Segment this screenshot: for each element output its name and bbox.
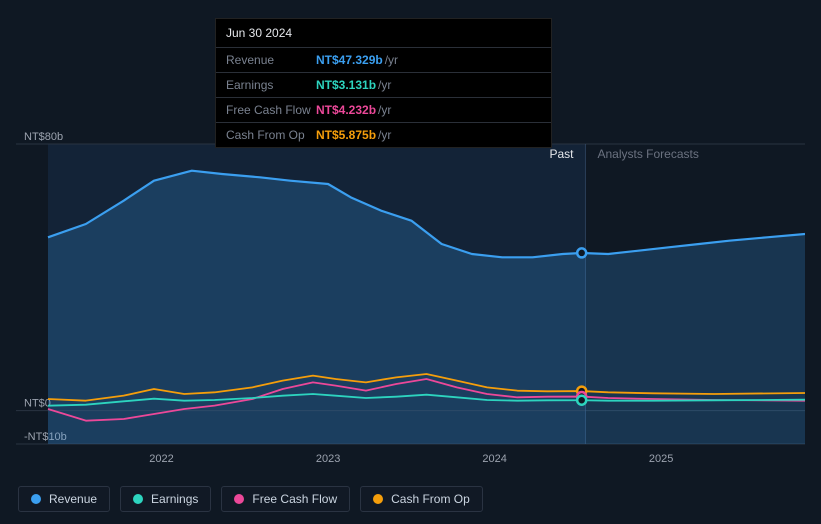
tooltip-value: NT$5.875b: [316, 128, 376, 142]
tooltip-row-cfo: Cash From Op NT$5.875b /yr: [216, 123, 551, 147]
legend-earnings[interactable]: Earnings: [120, 486, 211, 512]
svg-text:2025: 2025: [649, 453, 673, 465]
tooltip-label: Free Cash Flow: [226, 103, 316, 117]
tooltip-unit: /yr: [385, 53, 398, 67]
tooltip-unit: /yr: [378, 103, 391, 117]
svg-text:NT$0: NT$0: [24, 398, 51, 410]
svg-text:2022: 2022: [149, 453, 173, 465]
legend-dot-icon: [373, 494, 383, 504]
chart-svg: NT$80bNT$0-NT$10bPastAnalysts Forecasts2…: [16, 120, 805, 470]
tooltip-row-fcf: Free Cash Flow NT$4.232b /yr: [216, 98, 551, 123]
legend-label: Cash From Op: [391, 492, 470, 506]
svg-text:Past: Past: [549, 147, 574, 161]
tooltip-value: NT$4.232b: [316, 103, 376, 117]
tooltip-row-earnings: Earnings NT$3.131b /yr: [216, 73, 551, 98]
chart-legend: Revenue Earnings Free Cash Flow Cash Fro…: [18, 486, 483, 512]
legend-dot-icon: [234, 494, 244, 504]
legend-fcf[interactable]: Free Cash Flow: [221, 486, 350, 512]
tooltip-value: NT$47.329b: [316, 53, 383, 67]
svg-text:NT$80b: NT$80b: [24, 131, 63, 143]
financials-chart[interactable]: NT$80bNT$0-NT$10bPastAnalysts Forecasts2…: [16, 120, 805, 470]
chart-tooltip: Jun 30 2024 Revenue NT$47.329b /yr Earni…: [215, 18, 552, 148]
legend-label: Free Cash Flow: [252, 492, 337, 506]
legend-dot-icon: [31, 494, 41, 504]
legend-label: Earnings: [151, 492, 198, 506]
legend-revenue[interactable]: Revenue: [18, 486, 110, 512]
tooltip-date: Jun 30 2024: [216, 19, 551, 48]
svg-text:2023: 2023: [316, 453, 340, 465]
tooltip-unit: /yr: [378, 128, 391, 142]
tooltip-label: Earnings: [226, 78, 316, 92]
tooltip-value: NT$3.131b: [316, 78, 376, 92]
tooltip-label: Revenue: [226, 53, 316, 67]
legend-dot-icon: [133, 494, 143, 504]
svg-text:2024: 2024: [482, 453, 506, 465]
legend-label: Revenue: [49, 492, 97, 506]
tooltip-unit: /yr: [378, 78, 391, 92]
legend-cfo[interactable]: Cash From Op: [360, 486, 483, 512]
tooltip-label: Cash From Op: [226, 128, 316, 142]
svg-text:Analysts Forecasts: Analysts Forecasts: [597, 147, 698, 161]
tooltip-row-revenue: Revenue NT$47.329b /yr: [216, 48, 551, 73]
